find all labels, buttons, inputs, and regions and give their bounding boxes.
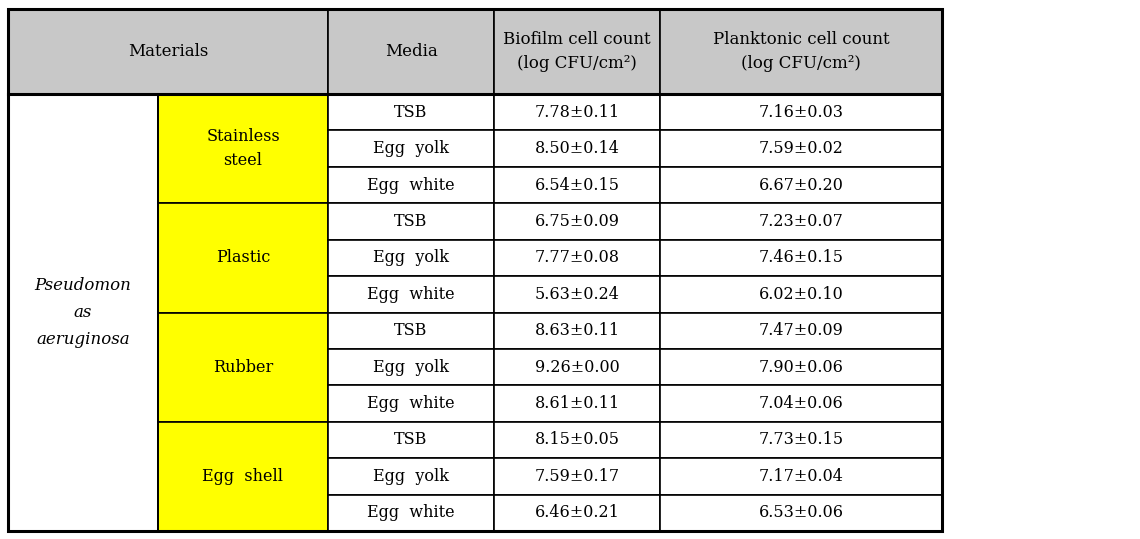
Bar bbox=[660, 94, 942, 130]
Text: 7.90±0.06: 7.90±0.06 bbox=[758, 358, 844, 376]
Bar bbox=[158, 94, 328, 203]
Text: Egg  yolk: Egg yolk bbox=[373, 140, 449, 157]
Text: Egg  yolk: Egg yolk bbox=[373, 250, 449, 266]
Bar bbox=[494, 276, 660, 313]
Bar bbox=[328, 94, 494, 130]
Bar bbox=[328, 421, 494, 458]
Text: 7.23±0.07: 7.23±0.07 bbox=[758, 213, 844, 230]
Bar bbox=[328, 203, 494, 240]
Bar bbox=[660, 9, 942, 94]
Bar bbox=[8, 94, 158, 531]
Bar bbox=[328, 349, 494, 385]
Text: Stainless
steel: Stainless steel bbox=[206, 128, 280, 169]
Text: TSB: TSB bbox=[394, 103, 428, 121]
Bar bbox=[660, 130, 942, 167]
Text: Planktonic cell count
(log CFU/cm²): Planktonic cell count (log CFU/cm²) bbox=[712, 31, 889, 72]
Bar bbox=[328, 458, 494, 495]
Bar bbox=[158, 313, 328, 421]
Bar bbox=[494, 167, 660, 203]
Bar bbox=[660, 349, 942, 385]
Text: 7.78±0.11: 7.78±0.11 bbox=[535, 103, 619, 121]
Bar bbox=[328, 313, 494, 349]
Bar bbox=[494, 9, 660, 94]
Text: Egg  yolk: Egg yolk bbox=[373, 468, 449, 485]
Text: 8.61±0.11: 8.61±0.11 bbox=[535, 395, 619, 412]
Bar bbox=[328, 385, 494, 421]
Bar bbox=[494, 94, 660, 130]
Text: Egg  white: Egg white bbox=[367, 177, 455, 194]
Text: 9.26±0.00: 9.26±0.00 bbox=[535, 358, 619, 376]
Text: Plastic: Plastic bbox=[215, 250, 270, 266]
Bar bbox=[494, 421, 660, 458]
Text: Pseudomon
as
aeruginosa: Pseudomon as aeruginosa bbox=[34, 277, 131, 348]
Bar bbox=[494, 203, 660, 240]
Text: 6.46±0.21: 6.46±0.21 bbox=[535, 505, 619, 521]
Bar bbox=[494, 458, 660, 495]
Text: 7.47±0.09: 7.47±0.09 bbox=[758, 322, 844, 339]
Bar bbox=[660, 276, 942, 313]
Text: Rubber: Rubber bbox=[213, 358, 274, 376]
Bar bbox=[660, 458, 942, 495]
Bar bbox=[158, 421, 328, 531]
Bar bbox=[494, 240, 660, 276]
Text: 8.15±0.05: 8.15±0.05 bbox=[535, 431, 619, 448]
Bar bbox=[328, 495, 494, 531]
Bar bbox=[660, 203, 942, 240]
Bar bbox=[660, 385, 942, 421]
Text: Media: Media bbox=[384, 43, 438, 60]
Text: 6.54±0.15: 6.54±0.15 bbox=[535, 177, 619, 194]
Text: 5.63±0.24: 5.63±0.24 bbox=[535, 286, 619, 303]
Text: 7.73±0.15: 7.73±0.15 bbox=[758, 431, 844, 448]
Text: Egg  shell: Egg shell bbox=[203, 468, 284, 485]
Text: 7.59±0.17: 7.59±0.17 bbox=[535, 468, 619, 485]
Bar bbox=[494, 495, 660, 531]
Text: 7.46±0.15: 7.46±0.15 bbox=[758, 250, 844, 266]
Text: 7.04±0.06: 7.04±0.06 bbox=[758, 395, 844, 412]
Text: 6.75±0.09: 6.75±0.09 bbox=[535, 213, 619, 230]
Text: TSB: TSB bbox=[394, 322, 428, 339]
Bar bbox=[158, 203, 328, 313]
Bar bbox=[328, 9, 494, 94]
Bar bbox=[660, 240, 942, 276]
Bar bbox=[8, 9, 942, 531]
Bar bbox=[494, 349, 660, 385]
Bar bbox=[660, 167, 942, 203]
Text: 6.67±0.20: 6.67±0.20 bbox=[758, 177, 844, 194]
Bar bbox=[328, 276, 494, 313]
Text: Biofilm cell count
(log CFU/cm²): Biofilm cell count (log CFU/cm²) bbox=[503, 31, 651, 72]
Text: Egg  yolk: Egg yolk bbox=[373, 358, 449, 376]
Bar bbox=[8, 9, 328, 94]
Bar bbox=[328, 240, 494, 276]
Bar bbox=[660, 421, 942, 458]
Text: Egg  white: Egg white bbox=[367, 505, 455, 521]
Bar bbox=[328, 130, 494, 167]
Bar bbox=[494, 130, 660, 167]
Text: 7.59±0.02: 7.59±0.02 bbox=[758, 140, 844, 157]
Text: TSB: TSB bbox=[394, 431, 428, 448]
Text: 8.50±0.14: 8.50±0.14 bbox=[535, 140, 619, 157]
Text: Egg  white: Egg white bbox=[367, 395, 455, 412]
Text: 6.53±0.06: 6.53±0.06 bbox=[758, 505, 844, 521]
Text: 7.77±0.08: 7.77±0.08 bbox=[535, 250, 619, 266]
Text: Materials: Materials bbox=[128, 43, 209, 60]
Text: TSB: TSB bbox=[394, 213, 428, 230]
Bar bbox=[660, 495, 942, 531]
Bar bbox=[494, 313, 660, 349]
Text: 6.02±0.10: 6.02±0.10 bbox=[758, 286, 844, 303]
Text: 8.63±0.11: 8.63±0.11 bbox=[535, 322, 619, 339]
Text: 7.16±0.03: 7.16±0.03 bbox=[758, 103, 844, 121]
Bar bbox=[328, 167, 494, 203]
Text: 7.17±0.04: 7.17±0.04 bbox=[758, 468, 844, 485]
Bar bbox=[494, 385, 660, 421]
Text: Egg  white: Egg white bbox=[367, 286, 455, 303]
Bar bbox=[660, 313, 942, 349]
